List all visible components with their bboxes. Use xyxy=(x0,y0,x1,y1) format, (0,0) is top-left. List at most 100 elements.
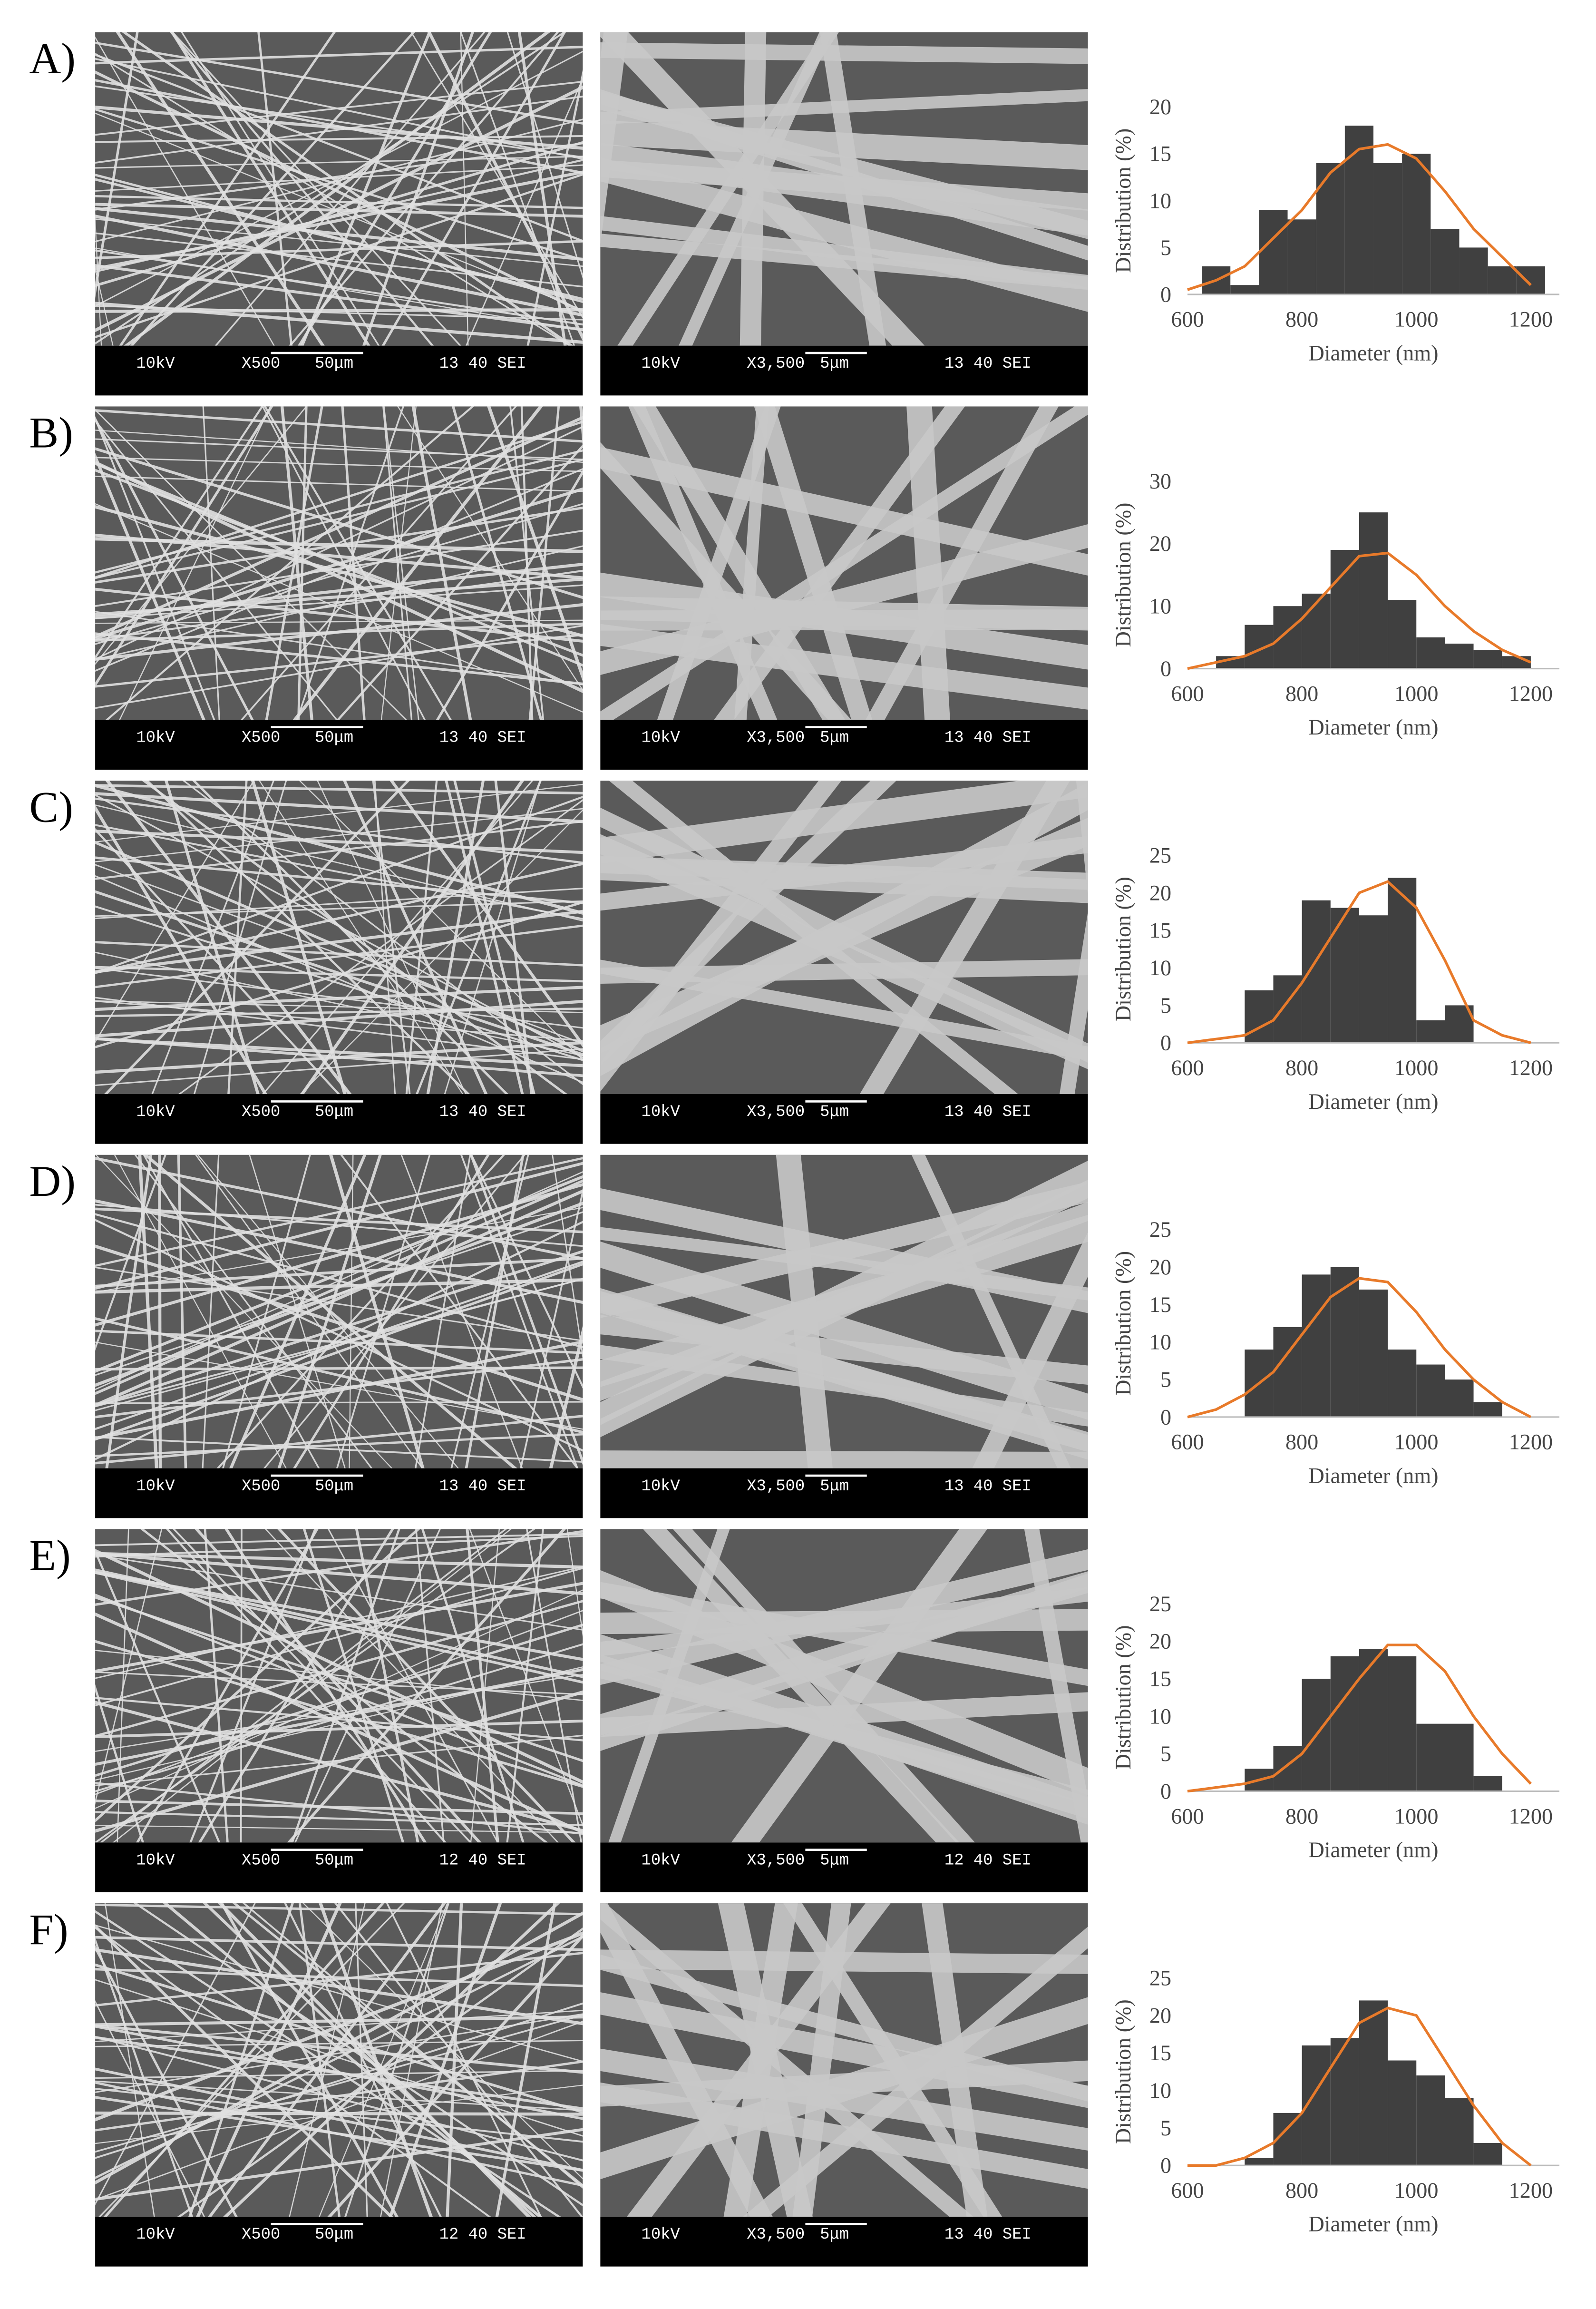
caption-text: X3,500 xyxy=(747,2226,805,2244)
fiber xyxy=(617,32,839,346)
x-tick-label: 1000 xyxy=(1394,1430,1438,1454)
fiber xyxy=(95,468,583,672)
caption-text: 10kV xyxy=(136,1103,175,1121)
x-tick-label: 600 xyxy=(1171,307,1204,332)
fiber xyxy=(95,156,583,169)
fiber xyxy=(95,70,583,314)
fiber xyxy=(95,215,583,317)
fibers xyxy=(600,1154,1088,1468)
x-tick-label: 600 xyxy=(1171,1804,1204,1828)
fiber xyxy=(95,1401,583,1404)
fiber xyxy=(95,118,583,243)
fiber xyxy=(600,1609,1088,1634)
fiber xyxy=(124,32,550,346)
fiber xyxy=(95,2070,583,2079)
fiber xyxy=(520,406,534,720)
fiber xyxy=(95,1008,583,1018)
y-tick-label: 25 xyxy=(1149,843,1171,868)
fiber xyxy=(198,1529,394,1843)
fiber xyxy=(95,416,254,720)
fiber xyxy=(177,1154,187,1468)
y-tick-label: 20 xyxy=(1149,531,1171,556)
fiber xyxy=(95,142,583,211)
y-tick-label: 0 xyxy=(1160,656,1171,681)
fiber xyxy=(95,41,583,125)
fiber xyxy=(95,195,583,209)
fiber xyxy=(95,796,583,974)
fiber xyxy=(220,1903,399,2217)
fiber xyxy=(202,1154,220,1468)
caption-text: 5μm xyxy=(820,2226,849,2244)
fiber xyxy=(95,2021,583,2201)
bar xyxy=(1388,878,1417,1043)
panel-label: B) xyxy=(29,409,73,457)
x-axis-title: Diameter (nm) xyxy=(1308,715,1438,739)
fiber xyxy=(389,781,583,1047)
fiber xyxy=(600,1202,1088,1401)
fiber xyxy=(470,1529,500,1843)
fiber xyxy=(95,1594,583,1787)
fiber xyxy=(444,781,541,1094)
fiber xyxy=(95,174,583,303)
fiber xyxy=(193,781,287,1094)
caption-text: 10kV xyxy=(642,1477,681,1496)
bar xyxy=(1287,219,1316,294)
fiber xyxy=(95,1963,583,2114)
fiber xyxy=(95,164,583,192)
y-axis-title: Distribution (%) xyxy=(1111,1999,1135,2144)
bar xyxy=(1359,915,1388,1043)
fiber xyxy=(95,1589,583,1809)
fibers xyxy=(600,1903,1088,2217)
fiber xyxy=(415,1529,445,1843)
fiber xyxy=(600,32,628,245)
caption-text: X500 xyxy=(242,1477,280,1496)
fiber xyxy=(165,1529,447,1843)
fiber xyxy=(95,951,583,1057)
fibers xyxy=(95,1154,583,1468)
fiber xyxy=(289,1903,366,2217)
fiber xyxy=(95,997,583,1060)
x-tick-label: 600 xyxy=(1171,681,1204,705)
fibers xyxy=(95,1903,583,2217)
fiber xyxy=(195,1529,482,1843)
fiber xyxy=(460,32,575,346)
fiber xyxy=(95,2014,583,2153)
fiber xyxy=(526,1529,583,1843)
fiber xyxy=(590,392,592,734)
x-tick-label: 1000 xyxy=(1394,1804,1438,1828)
fiber xyxy=(95,1643,583,1792)
fiber xyxy=(95,1720,583,1739)
x-tick-label: 800 xyxy=(1285,1804,1318,1828)
y-tick-label: 10 xyxy=(1149,956,1171,980)
fiber xyxy=(95,426,583,660)
fiber xyxy=(460,32,469,346)
caption-text: 50μm xyxy=(315,355,353,373)
fiber xyxy=(134,1154,373,1468)
fiber xyxy=(600,524,1088,675)
y-tick-label: 15 xyxy=(1149,1666,1171,1691)
fibers xyxy=(600,406,1088,720)
bar xyxy=(1416,1020,1445,1043)
fiber xyxy=(95,1529,420,1823)
fiber xyxy=(95,85,583,158)
caption-text: 13 40 SEI xyxy=(944,729,1032,747)
fiber xyxy=(600,1654,1088,1819)
x-tick-label: 1000 xyxy=(1394,681,1438,705)
fiber xyxy=(600,1997,1088,2180)
fiber xyxy=(95,1535,583,1558)
y-tick-label: 5 xyxy=(1160,1367,1171,1391)
fiber xyxy=(95,1567,583,1707)
bar xyxy=(1388,1656,1417,1791)
y-tick-label: 25 xyxy=(1149,1217,1171,1242)
fiber xyxy=(600,1227,1088,1301)
fiber xyxy=(95,2000,205,2217)
fiber xyxy=(95,409,583,443)
fiber xyxy=(600,1450,1088,1468)
fiber xyxy=(95,36,275,346)
x-tick-label: 1200 xyxy=(1509,2178,1553,2202)
fiber xyxy=(95,460,583,693)
fiber xyxy=(95,587,583,643)
caption-text: 10kV xyxy=(642,729,681,747)
fiber xyxy=(222,1154,311,1468)
fiber xyxy=(95,545,583,661)
